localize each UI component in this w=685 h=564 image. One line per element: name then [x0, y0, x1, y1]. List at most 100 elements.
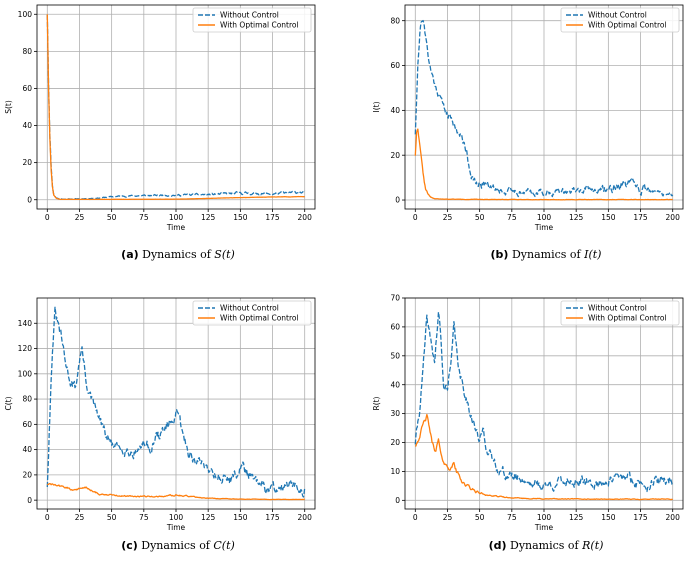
x-tick-label: 100	[169, 213, 184, 222]
panel-caption: (a) Dynamics of S(t)	[121, 248, 235, 261]
caption-label: (b)	[491, 248, 509, 261]
x-tick-label: 25	[443, 213, 453, 222]
y-tick-label: 0	[395, 196, 400, 205]
y-tick-label: 30	[390, 409, 400, 418]
x-tick-label: 150	[233, 513, 248, 522]
legend-with-optimal-control-label: With Optimal Control	[588, 21, 667, 30]
y-tick-label: 40	[390, 106, 400, 115]
series-without-control-line	[46, 306, 306, 498]
x-tick-label: 175	[265, 513, 280, 522]
caption-text: Dynamics of	[507, 539, 583, 552]
series-with-optimal-control-line	[46, 482, 305, 501]
x-tick-label: 75	[139, 513, 149, 522]
legend-with-optimal-control-label: With Optimal Control	[220, 314, 299, 323]
panel-c: 0 25 50 75 100 125 150 175 200 0 20 40 60 80 100 120 140…	[4, 297, 316, 552]
x-tick-label: 175	[633, 213, 648, 222]
y-tick-label: 20	[390, 151, 400, 160]
caption-label: (d)	[489, 539, 507, 552]
caption-text: Dynamics of	[138, 539, 214, 552]
panel-d: 0 25 50 75 100 125 150 175 200 0 10 20 30 40 50 60 70 Tim…	[372, 294, 684, 552]
legend-without-control-label: Without Control	[588, 11, 647, 20]
y-tick-label: 60	[22, 420, 32, 429]
y-tick-label: 80	[390, 16, 400, 25]
y-tick-label: 140	[18, 319, 33, 328]
y-tick-label: 80	[22, 47, 32, 56]
panel-a: 0 25 50 75 100 125 150 175 200020406080100TimeS(…	[4, 4, 316, 261]
y-axis-label: R(t)	[372, 396, 381, 410]
x-axis-label: Time	[166, 523, 186, 532]
series-without-control-line	[414, 311, 674, 493]
x-tick-label: 50	[475, 513, 485, 522]
x-tick-label: 50	[107, 213, 117, 222]
y-tick-label: 70	[390, 294, 400, 303]
y-tick-label: 20	[390, 438, 400, 447]
caption-variable: C(t)	[213, 539, 234, 552]
y-tick-label: 40	[390, 380, 400, 389]
caption-variable: R(t)	[581, 539, 603, 552]
x-tick-label: 150	[601, 213, 616, 222]
series-with-optimal-control-line	[414, 128, 673, 201]
y-tick-label: 20	[22, 158, 32, 167]
caption-label: (a)	[121, 248, 138, 261]
x-tick-label: 150	[601, 513, 616, 522]
legend-with-optimal-control-label: With Optimal Control	[588, 314, 667, 323]
legend-without-control-label: Without Control	[220, 304, 279, 313]
y-tick-label: 10	[390, 467, 400, 476]
legend-box	[560, 300, 680, 326]
y-tick-label: 60	[390, 61, 400, 70]
x-tick-label: 50	[107, 513, 117, 522]
y-tick-label: 40	[22, 121, 32, 130]
x-tick-label: 175	[633, 513, 648, 522]
series-without-control-line	[414, 19, 674, 198]
y-tick-label: 0	[395, 496, 400, 505]
y-tick-label: 60	[22, 84, 32, 93]
x-tick-label: 0	[45, 213, 50, 222]
x-tick-label: 100	[169, 513, 184, 522]
y-tick-label: 80	[22, 395, 32, 404]
y-tick-label: 0	[27, 496, 32, 505]
y-axis-label: I(t)	[372, 101, 381, 112]
legend-box	[192, 300, 312, 326]
series-without-control-line	[46, 14, 306, 200]
x-tick-label: 25	[75, 513, 85, 522]
series-with-optimal-control-line	[46, 14, 305, 201]
x-tick-label: 200	[666, 513, 681, 522]
panel-caption: (b) Dynamics of I(t)	[491, 248, 602, 261]
x-tick-label: 125	[569, 513, 584, 522]
y-axis-label: S(t)	[4, 100, 13, 114]
y-tick-label: 100	[18, 10, 33, 19]
legend-box	[192, 7, 312, 33]
y-tick-label: 20	[22, 470, 32, 479]
x-axis-label: Time	[534, 523, 554, 532]
x-tick-label: 200	[298, 213, 313, 222]
x-tick-label: 150	[233, 213, 248, 222]
caption-label: (c)	[121, 539, 138, 552]
y-axis-label: C(t)	[4, 396, 13, 410]
x-tick-label: 0	[413, 513, 418, 522]
x-tick-label: 50	[475, 213, 485, 222]
y-tick-label: 120	[18, 344, 33, 353]
x-tick-label: 25	[75, 213, 85, 222]
x-tick-label: 100	[537, 513, 552, 522]
panel-caption: (d) Dynamics of R(t)	[489, 539, 604, 552]
y-tick-label: 50	[390, 351, 400, 360]
caption-text: Dynamics of	[508, 248, 584, 261]
series-with-optimal-control-line	[415, 413, 673, 501]
y-tick-label: 40	[22, 445, 32, 454]
legend-with-optimal-control-label: With Optimal Control	[220, 21, 299, 30]
legend-without-control-label: Without Control	[588, 304, 647, 313]
x-tick-label: 175	[265, 213, 280, 222]
caption-variable: I(t)	[583, 248, 601, 261]
x-axis-label: Time	[166, 223, 186, 232]
legend-box	[560, 7, 680, 33]
x-tick-label: 75	[507, 213, 517, 222]
x-tick-label: 0	[413, 213, 418, 222]
x-tick-label: 200	[666, 213, 681, 222]
x-tick-label: 125	[569, 213, 584, 222]
caption-variable: S(t)	[214, 248, 235, 261]
